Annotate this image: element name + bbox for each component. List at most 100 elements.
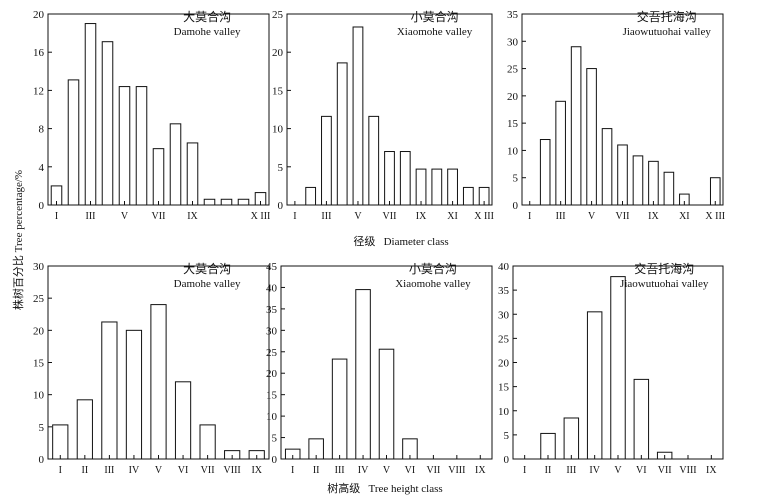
panel3-xtick-label: IV [129, 465, 140, 476]
panel3-xtick-label: VI [178, 465, 189, 476]
panel1-ytick-label: 10 [272, 124, 284, 136]
panel5-xtick-label: VII [658, 465, 672, 476]
panel4-xtick-label: VIII [448, 465, 465, 476]
panel1-title-cn: 小莫合沟 [411, 9, 459, 24]
panel2-xtick-label: III [556, 211, 566, 222]
panel4-ytick-label: 0 [272, 454, 278, 466]
panel4-bar [331, 358, 348, 460]
panel2-title-cn: 交吾托海沟 [637, 9, 697, 24]
panel0-bar [220, 198, 233, 206]
panel0-xtick-label: VII [152, 211, 166, 222]
panel2-bar [586, 68, 597, 206]
panel3-ytick-label: 30 [33, 261, 45, 273]
panel0-ytick-label: 16 [33, 47, 45, 59]
panel1-xtick-label: IX [416, 211, 427, 222]
panel0-bar [101, 41, 114, 206]
panel4-ytick-label: 35 [266, 304, 278, 316]
panel1-bar [399, 151, 411, 206]
panel4-xtick-label: IX [475, 465, 486, 476]
panel5-bar [610, 276, 626, 460]
panel1-bar [431, 168, 443, 206]
panel5-ytick-label: 30 [498, 309, 510, 321]
y-axis-title: 株树百分比 Tree percentage/% [11, 170, 25, 310]
panel1-ytick-label: 20 [272, 47, 284, 59]
panel2-bar [709, 177, 721, 206]
panel1-ytick-label: 15 [272, 85, 284, 97]
panel4-ytick-label: 20 [266, 368, 278, 380]
panel5-xtick-label: VIII [679, 465, 696, 476]
panel3-xtick-label: VII [201, 465, 215, 476]
panel1-xtick-label: XI [447, 211, 458, 222]
panel3-bar [101, 321, 118, 460]
panel0-title-cn: 大莫合沟 [183, 9, 231, 24]
panel1-bar [415, 168, 427, 206]
panel5-title-en: Jiaowutuohai valley [620, 278, 709, 290]
panel4-bar [378, 348, 395, 460]
panel2-ytick-label: 25 [507, 64, 519, 76]
panel0-ytick-label: 4 [39, 162, 45, 174]
panel2-bar [539, 139, 551, 206]
panel5-ytick-label: 40 [498, 261, 510, 273]
panel4-title-en: Xiaomohe valley [395, 278, 471, 290]
panel5-ytick-label: 0 [504, 454, 510, 466]
panel5-title-cn: 交吾托海沟 [634, 261, 694, 276]
panel1-bar [321, 115, 332, 206]
panel2-ytick-label: 35 [507, 9, 519, 21]
panel1-bar [352, 26, 364, 206]
panel2-bar [648, 160, 659, 206]
panel2-title-en: Jiaowutuohai valley [623, 26, 712, 38]
panel0-title-en: Damohe valley [174, 26, 241, 38]
panel0-bar [169, 123, 182, 206]
panel5-xtick-label: I [523, 465, 526, 476]
panel1-bar [336, 62, 348, 206]
panel5-ytick-label: 25 [498, 333, 510, 345]
panel1-xtick-label: I [293, 211, 296, 222]
panel5-xtick-label: VI [636, 465, 647, 476]
panel4-xtick-label: VII [426, 465, 440, 476]
panel4-ytick-label: 10 [266, 411, 278, 423]
panel3-ytick-label: 20 [33, 325, 45, 337]
panel1-ytick-label: 25 [272, 9, 284, 21]
panel3-xtick-label: I [59, 465, 62, 476]
panel5-xtick-label: IV [589, 465, 600, 476]
panel2-bar [601, 128, 613, 206]
panel2-xtick-label: VII [616, 211, 630, 222]
panel2-ytick-label: 20 [507, 91, 519, 103]
panel0-ytick-label: 12 [33, 85, 44, 97]
panel1-ytick-label: 0 [278, 200, 284, 212]
panel5-ytick-label: 35 [498, 285, 510, 297]
panel0-bar [118, 86, 131, 206]
panel4-xtick-label: VI [405, 465, 416, 476]
panel5-ytick-label: 20 [498, 358, 510, 370]
panel2-ytick-label: 0 [513, 200, 519, 212]
panel2-xtick-label: I [528, 211, 531, 222]
panel3-xtick-label: III [104, 465, 114, 476]
diameter-class-label: 径级 Diameter class [353, 235, 448, 248]
panel4-ytick-label: 5 [272, 433, 278, 445]
panel2-bar [570, 46, 582, 206]
panel1-ytick-label: 5 [278, 162, 284, 174]
panel4-ytick-label: 30 [266, 325, 278, 337]
panel0-xtick-label: III [86, 211, 96, 222]
panel4-title-cn: 小莫合沟 [409, 261, 457, 276]
panel0-bar [84, 23, 97, 206]
panel3-xtick-label: IX [251, 465, 262, 476]
panel3-ytick-label: 0 [39, 454, 45, 466]
panel0-xtick-label: V [121, 211, 129, 222]
panel0-ytick-label: 8 [39, 124, 45, 136]
panel4-xtick-label: III [335, 465, 345, 476]
panel0-ytick-label: 20 [33, 9, 45, 21]
panel4-ytick-label: 15 [266, 390, 278, 402]
panel4-bar [355, 289, 371, 460]
panel4-ytick-label: 25 [266, 347, 278, 359]
panel5-ytick-label: 10 [498, 406, 510, 418]
panel0-xtick-label: I [55, 211, 58, 222]
panel4-xtick-label: II [313, 465, 320, 476]
panel2-ytick-label: 5 [513, 173, 519, 185]
panel2-bar [555, 100, 566, 206]
